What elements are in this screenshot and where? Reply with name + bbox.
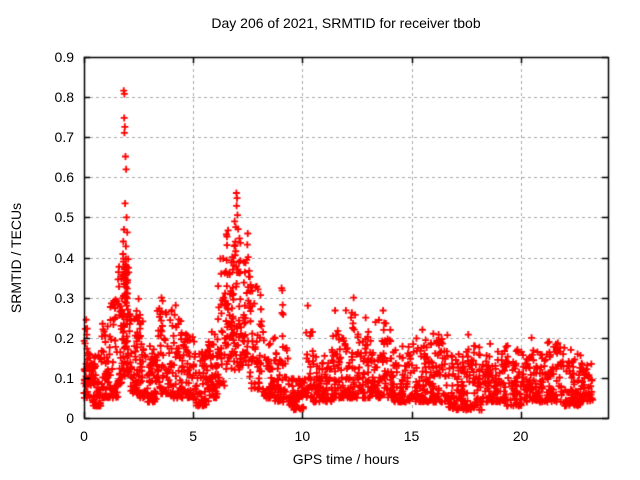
x-tick-label: 0 xyxy=(80,428,88,444)
y-tick-label: 0.1 xyxy=(54,369,74,386)
y-tick-label: 0.7 xyxy=(54,129,74,146)
x-tick-label: 5 xyxy=(189,428,198,444)
y-tick-label: 0.5 xyxy=(54,209,74,226)
y-tick-label: 0.3 xyxy=(54,289,74,306)
y-tick-label: 0.6 xyxy=(54,169,74,186)
y-tick-label: 0.4 xyxy=(54,249,74,266)
y-tick-label: 0.9 xyxy=(54,49,74,65)
x-tick-label: 20 xyxy=(512,428,529,444)
x-tick-label: 15 xyxy=(403,428,420,444)
y-tick-label: 0.8 xyxy=(54,89,74,106)
y-tick-label: 0 xyxy=(66,410,74,426)
x-tick-label: 10 xyxy=(294,428,311,444)
y-tick-label: 0.2 xyxy=(54,329,74,346)
